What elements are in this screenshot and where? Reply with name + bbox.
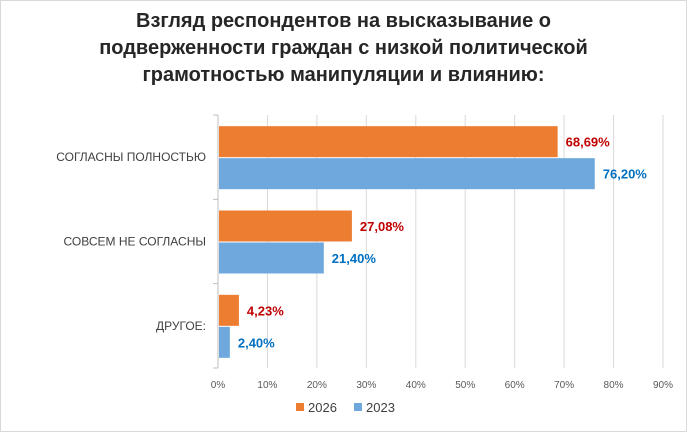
x-tick-label: 20% [307, 380, 327, 391]
legend-label-2023: 2023 [366, 400, 395, 415]
x-tick-label: 80% [604, 380, 624, 391]
category-label: СОВСЕМ НЕ СОГЛАСНЫ [64, 235, 206, 249]
legend-label-2026: 2026 [308, 400, 337, 415]
x-tick-label: 0% [211, 380, 226, 391]
x-tick-label: 30% [356, 380, 376, 391]
data-label-2026: 4,23% [247, 303, 284, 318]
x-tick-label: 50% [455, 380, 475, 391]
bar-2023 [219, 326, 230, 358]
category-label: СОГЛАСНЫ ПОЛНОСТЬЮ [56, 150, 206, 164]
data-label-2026: 68,69% [566, 135, 611, 150]
data-label-2023: 21,40% [332, 251, 377, 266]
legend-swatch-2026 [296, 403, 304, 411]
x-tick-label: 70% [554, 380, 574, 391]
x-tick-label: 10% [257, 380, 277, 391]
chart-title-line-2: подверженности граждан с низкой политиче… [99, 37, 588, 59]
bar-2023 [219, 242, 324, 274]
chart-title: Взгляд респондентов на высказывание о по… [0, 8, 687, 89]
bar-2026 [219, 126, 558, 158]
category-label: ДРУГОЕ: [156, 319, 206, 333]
bar-2023 [219, 158, 595, 190]
bar-2026 [219, 210, 352, 242]
bar-2026 [219, 294, 239, 326]
data-label-2023: 2,40% [238, 335, 275, 350]
data-label-2026: 27,08% [360, 219, 405, 234]
x-tick-label: 60% [505, 380, 525, 391]
x-tick-label: 40% [406, 380, 426, 391]
chart-title-line-3: грамотностью манипуляции и влиянию: [142, 64, 545, 86]
x-tick-label: 90% [653, 380, 673, 391]
chart-title-line-1: Взгляд респондентов на высказывание о [136, 10, 551, 32]
legend-swatch-2023 [354, 403, 362, 411]
data-label-2023: 76,20% [603, 167, 648, 182]
